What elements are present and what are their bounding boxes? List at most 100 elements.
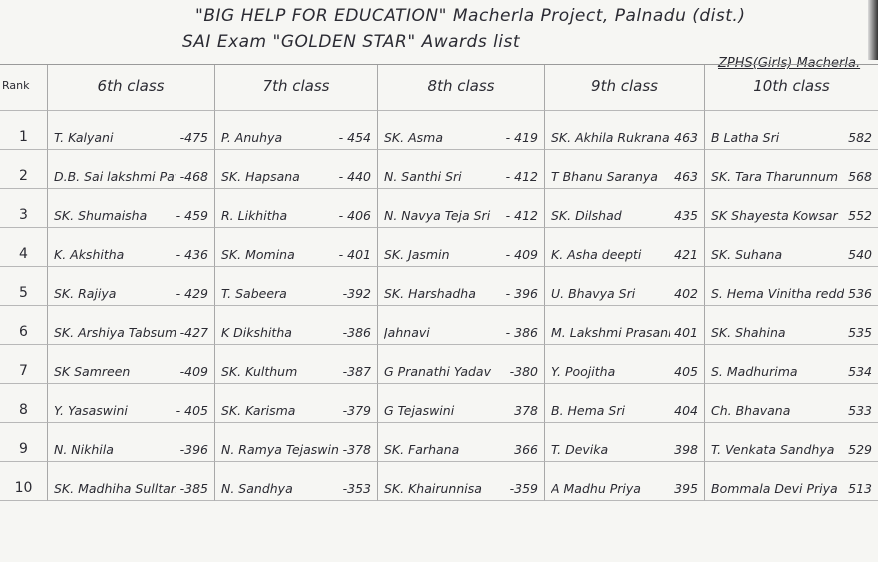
student-name: SK. Rajiya [54, 286, 117, 301]
student-entry: D.B. Sai lakshmi Pavitra-468 [48, 150, 215, 189]
student-name: T. Sabeera [221, 286, 287, 301]
student-entry: Y. Yasaswini - 405 [48, 384, 215, 423]
student-name: T Bhanu Saranya [551, 169, 658, 184]
student-entry: SK. Hapsana - 440 [215, 150, 378, 189]
student-name: SK. Harshadha [384, 286, 476, 301]
student-entry: N. Santhi Sri - 412 [378, 150, 545, 189]
student-score: 463 [674, 169, 698, 184]
student-score: -353 [342, 481, 371, 496]
student-score: -379 [342, 403, 371, 418]
student-score: 402 [674, 286, 698, 301]
student-name: SK. Hapsana [221, 169, 300, 184]
student-score: 378 [514, 403, 538, 418]
student-entry: Jahnavi - 386 [378, 306, 545, 345]
student-entry: N. Ramya Tejaswini -378 [215, 423, 378, 462]
student-score: -392 [342, 286, 371, 301]
student-name: S. Hema Vinitha reddy [711, 286, 845, 301]
student-score: 540 [848, 247, 872, 262]
student-score: 582 [848, 130, 872, 145]
student-name: SK. Dilshad [551, 208, 622, 223]
document-title: "BIG HELP FOR EDUCATION" Macherla Projec… [195, 6, 746, 26]
student-entry: SK. Kulthum -387 [215, 345, 378, 384]
student-entry: Bommala Devi Priya 513 [705, 462, 878, 501]
student-entry: SK. Akhila Rukrana 463 [545, 111, 705, 150]
student-name: SK. Karisma [221, 403, 296, 418]
student-name: Y. Yasaswini [54, 403, 128, 418]
student-name: SK Shayesta Kowsar [711, 208, 838, 223]
student-name: G Pranathi Yadav [384, 364, 491, 379]
rank-cell: 6 [0, 306, 48, 345]
student-score: 405 [674, 364, 698, 379]
rank-cell: 1 [0, 111, 48, 150]
rank-cell: 5 [0, 267, 48, 306]
student-name: SK. Momina [221, 247, 295, 262]
student-name: T. Kalyani [54, 130, 114, 145]
student-score: - 436 [175, 247, 208, 262]
student-score: - 409 [505, 247, 538, 262]
student-entry: G Pranathi Yadav -380 [378, 345, 545, 384]
student-score: -385 [179, 481, 208, 496]
student-score: - 406 [338, 208, 371, 223]
student-entry: SK. Farhana 366 [378, 423, 545, 462]
student-entry: SK. Tara Tharunnum 568 [705, 150, 878, 189]
student-name: SK Samreen [54, 364, 131, 379]
student-entry: K Dikshitha -386 [215, 306, 378, 345]
student-entry: N. Sandhya -353 [215, 462, 378, 501]
student-score: - 401 [338, 247, 371, 262]
student-entry: SK. Arshiya Tabsum -427 [48, 306, 215, 345]
rank-cell: 9 [0, 423, 48, 462]
rank-cell: 8 [0, 384, 48, 423]
student-score: 533 [848, 403, 872, 418]
student-name: S. Madhurima [711, 364, 798, 379]
student-score: - 419 [505, 130, 538, 145]
rank-cell: 4 [0, 228, 48, 267]
student-score: 421 [674, 247, 698, 262]
student-entry: M. Lakshmi Prasanna 401 [545, 306, 705, 345]
student-name: SK. Farhana [384, 442, 460, 457]
student-entry: T Bhanu Saranya 463 [545, 150, 705, 189]
student-entry: K. Akshitha - 436 [48, 228, 215, 267]
student-name: P. Anuhya [221, 130, 283, 145]
document-subtitle: SAI Exam "GOLDEN STAR" Awards list [182, 32, 521, 52]
student-score: - 412 [505, 169, 538, 184]
student-entry: B. Hema Sri 404 [545, 384, 705, 423]
student-name: N. Sandhya [221, 481, 293, 496]
student-score: - 386 [505, 325, 538, 340]
student-entry: SK. Madhiha Sulltana -385 [48, 462, 215, 501]
awards-table: Rank 6th class 7th class 8th class 9th class… [0, 64, 878, 501]
student-name: SK. Suhana [711, 247, 783, 262]
student-name: M. Lakshmi Prasanna [551, 325, 670, 340]
student-score: -427 [179, 325, 208, 340]
student-name: U. Bhavya Sri [551, 286, 636, 301]
rank-cell: 2 [0, 150, 48, 189]
student-score: 463 [674, 130, 698, 145]
student-entry: SK. Asma - 419 [378, 111, 545, 150]
column-header: 7th class [215, 65, 378, 111]
column-header: 10th class [705, 65, 878, 111]
student-entry: SK. Khairunnisa -359 [378, 462, 545, 501]
student-score: - 405 [175, 403, 208, 418]
student-score: - 454 [338, 130, 371, 145]
student-entry: N. Nikhila -396 [48, 423, 215, 462]
student-score: - 412 [505, 208, 538, 223]
student-entry: SK. Momina - 401 [215, 228, 378, 267]
student-entry: T. Devika 398 [545, 423, 705, 462]
student-name: N. Santhi Sri [384, 169, 462, 184]
rank-cell: 3 [0, 189, 48, 228]
student-name: R. Likhitha [221, 208, 288, 223]
student-name: SK. Khairunnisa [384, 481, 482, 496]
student-name: K. Akshitha [54, 247, 125, 262]
student-entry: G Tejaswini 378 [378, 384, 545, 423]
column-header: 9th class [545, 65, 705, 111]
student-score: 398 [674, 442, 698, 457]
student-entry: S. Hema Vinitha reddy 536 [705, 267, 878, 306]
student-score: 534 [848, 364, 872, 379]
student-score: -386 [342, 325, 371, 340]
student-name: K. Asha deepti [551, 247, 642, 262]
student-entry: SK. Dilshad 435 [545, 189, 705, 228]
student-name: Ch. Bhavana [711, 403, 791, 418]
student-score: 568 [848, 169, 872, 184]
student-entry: A Madhu Priya 395 [545, 462, 705, 501]
student-entry: SK. Shahina 535 [705, 306, 878, 345]
student-score: - 396 [505, 286, 538, 301]
